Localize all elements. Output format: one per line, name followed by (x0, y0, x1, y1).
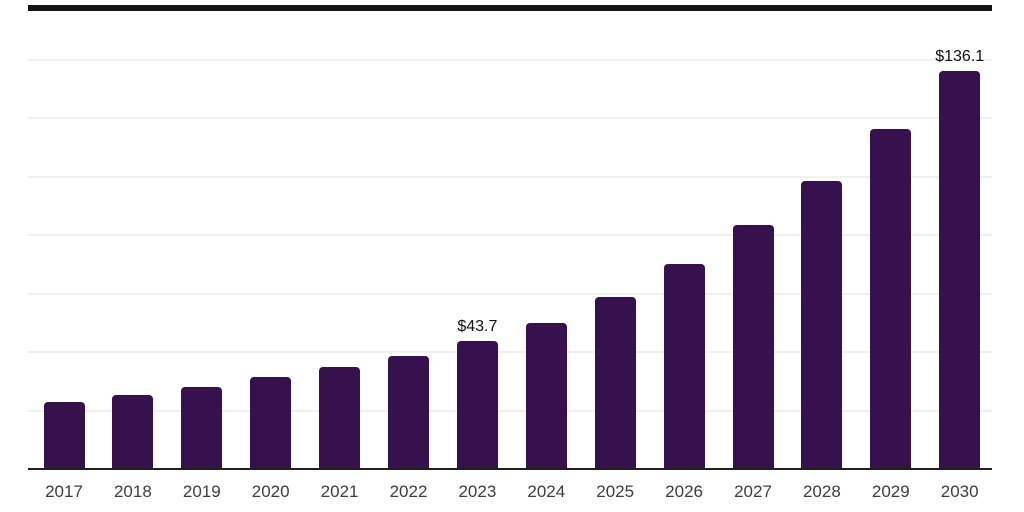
bar-2030 (939, 70, 981, 469)
x-axis-line (28, 468, 992, 470)
x-tick-label-2028: 2028 (802, 482, 841, 501)
bar-2028 (801, 180, 843, 469)
bar-2022 (388, 355, 429, 469)
data-label-2030: $136.1 (935, 47, 985, 65)
x-tick-label-2023: 2023 (458, 482, 497, 501)
x-tick-label-2025: 2025 (596, 482, 635, 501)
gridline (28, 59, 992, 61)
gridline (28, 117, 992, 119)
x-tick-label-2027: 2027 (734, 482, 772, 501)
x-tick-label-2030: 2030 (940, 482, 979, 501)
bar-2021 (319, 366, 361, 469)
x-tick-label-2018: 2018 (113, 482, 152, 501)
x-tick-label-2021: 2021 (320, 482, 359, 501)
x-tick-label-2017: 2017 (45, 482, 83, 501)
data-label-2023: $43.7 (457, 318, 498, 336)
bar-2025 (594, 297, 636, 469)
x-tick-label-2029: 2029 (871, 482, 910, 501)
bar-2020 (250, 377, 292, 469)
x-tick-label-2022: 2022 (389, 482, 428, 501)
chart-top-border (28, 5, 992, 11)
x-tick-label-2019: 2019 (182, 482, 221, 501)
gridline (28, 351, 992, 353)
bar-2023 (456, 341, 498, 469)
gridline (28, 176, 992, 178)
bar-2029 (870, 128, 912, 469)
bar-2026 (663, 263, 705, 469)
gridline (28, 293, 992, 295)
x-tick-label-2026: 2026 (665, 482, 703, 501)
gridline (28, 234, 992, 236)
bar-2027 (732, 225, 774, 469)
x-tick-label-2020: 2020 (251, 482, 290, 501)
bar-2019 (181, 387, 223, 469)
bar-2018 (112, 394, 154, 469)
bar-2024 (525, 322, 567, 469)
gridline (28, 410, 992, 412)
x-tick-label-2024: 2024 (527, 482, 566, 501)
bar-2017 (43, 402, 85, 469)
